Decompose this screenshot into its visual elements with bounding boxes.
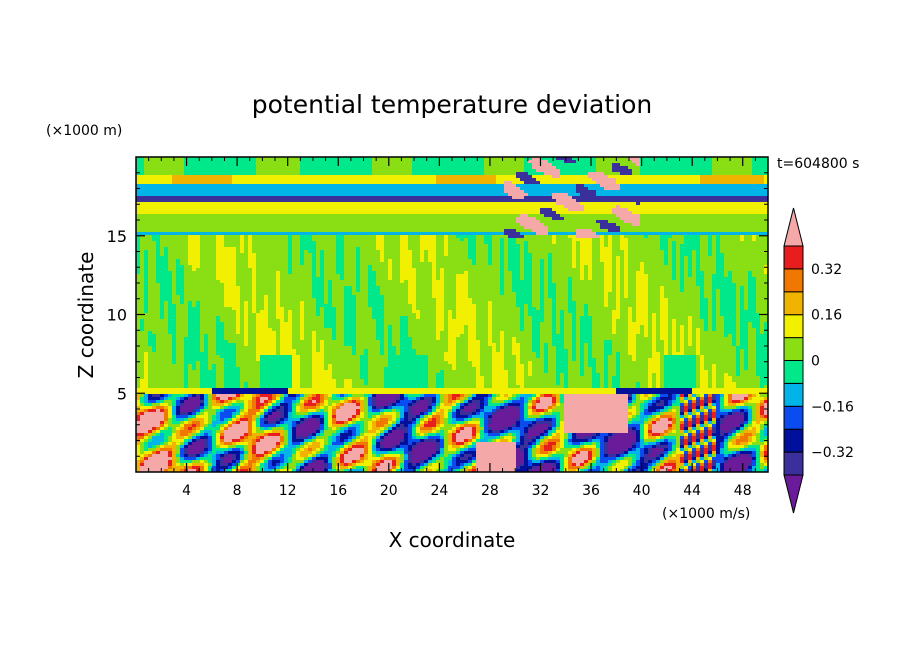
colorbar-band bbox=[783, 314, 804, 339]
x-tick-label: 24 bbox=[430, 483, 448, 499]
contour-field bbox=[136, 157, 768, 472]
x-unit-label: (×1000 m/s) bbox=[662, 506, 750, 522]
time-label: t=604800 s bbox=[777, 156, 859, 172]
x-tick-label: 32 bbox=[532, 483, 550, 499]
x-tick-label: 20 bbox=[380, 483, 398, 499]
colorbar: 0.32 0.16 0 −0.16 −0.32 bbox=[783, 207, 854, 514]
colorbar-band bbox=[783, 268, 804, 293]
x-tick-label: 44 bbox=[683, 483, 701, 499]
x-tick-label: 48 bbox=[734, 483, 752, 499]
colorbar-band bbox=[783, 337, 804, 362]
colorbar-band bbox=[783, 382, 804, 407]
colorbar-tick-label: 0 bbox=[811, 354, 820, 370]
x-axis-label: X coordinate bbox=[389, 528, 516, 552]
colorbar-under-triangle bbox=[783, 474, 804, 514]
colorbar-tick-label: 0.16 bbox=[811, 308, 842, 324]
y-tick-label: 15 bbox=[107, 227, 127, 246]
x-axis: 4 8 12 16 20 24 28 32 36 40 44 48 bbox=[148, 157, 756, 499]
x-tick-label: 40 bbox=[633, 483, 651, 499]
x-tick-label: 16 bbox=[329, 483, 347, 499]
contour-raster bbox=[136, 157, 768, 472]
y-tick-label: 5 bbox=[117, 384, 127, 403]
y-unit-label: (×1000 m) bbox=[46, 123, 122, 139]
colorbar-band bbox=[783, 360, 804, 384]
chart-title: potential temperature deviation bbox=[252, 90, 652, 119]
y-axis-label: Z coordinate bbox=[74, 252, 98, 379]
y-tick-label: 10 bbox=[107, 306, 127, 325]
colorbar-tick-label: 0.32 bbox=[811, 262, 842, 278]
colorbar-band bbox=[783, 405, 804, 430]
colorbar-band bbox=[783, 428, 804, 453]
x-tick-label: 36 bbox=[582, 483, 600, 499]
colorbar-band bbox=[783, 291, 804, 316]
colorbar-tick-label: −0.16 bbox=[811, 399, 854, 415]
x-tick-label: 12 bbox=[279, 483, 297, 499]
colorbar-band bbox=[783, 245, 804, 270]
colorbar-band bbox=[783, 451, 804, 476]
x-tick-label: 8 bbox=[233, 483, 242, 499]
x-tick-label: 4 bbox=[182, 483, 191, 499]
x-tick-label: 28 bbox=[481, 483, 499, 499]
y-axis: 5 10 15 bbox=[107, 172, 768, 457]
colorbar-over-triangle bbox=[783, 207, 804, 247]
colorbar-tick-label: −0.32 bbox=[811, 445, 854, 461]
